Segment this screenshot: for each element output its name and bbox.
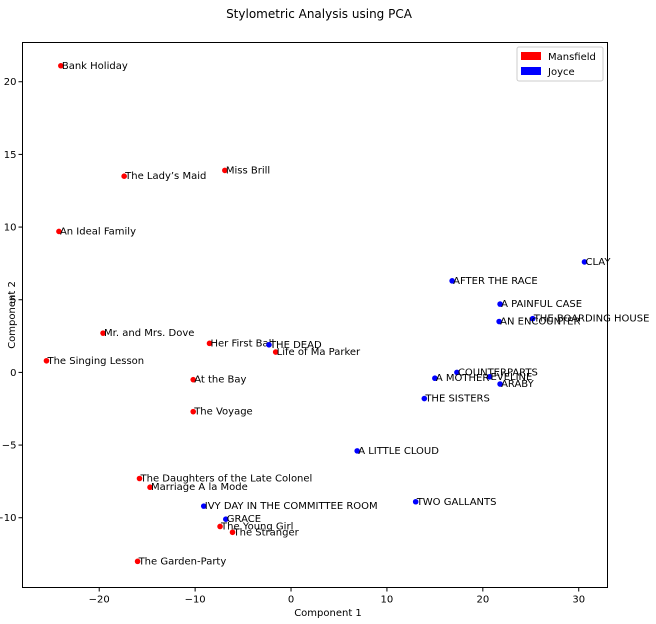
point-label: THE SISTERS bbox=[424, 394, 490, 405]
data-point-joyce bbox=[496, 318, 502, 325]
y-tick-label: 10 bbox=[4, 223, 17, 234]
x-tick-label: 10 bbox=[381, 595, 394, 606]
data-point-mansfield bbox=[206, 340, 213, 347]
y-axis-label: Component 2 bbox=[7, 281, 18, 349]
chart-title: Stylometric Analysis using PCA bbox=[226, 7, 413, 21]
point-label: An Ideal Family bbox=[60, 226, 136, 237]
data-point-mansfield bbox=[190, 376, 197, 383]
y-tick-label: 0 bbox=[10, 368, 16, 379]
plot-frame bbox=[22, 42, 608, 588]
y-tick-label: −5 bbox=[2, 441, 17, 452]
legend-swatch bbox=[521, 67, 541, 75]
point-label: TWO GALLANTS bbox=[416, 497, 497, 508]
y-tick-label: 5 bbox=[10, 295, 16, 306]
legend-swatch bbox=[521, 52, 541, 60]
data-point-mansfield bbox=[190, 408, 197, 415]
x-tick-label: −10 bbox=[185, 595, 206, 606]
point-label: The Lady’s Maid bbox=[124, 171, 206, 182]
point-label: COUNTERPARTS bbox=[458, 367, 538, 378]
point-label: The Voyage bbox=[193, 407, 253, 418]
point-label: THE BOARDING HOUSE bbox=[533, 314, 650, 325]
point-label: Life of Ma Parker bbox=[277, 347, 361, 358]
point-label: Marriage A la Mode bbox=[151, 482, 248, 493]
data-point-joyce bbox=[412, 498, 419, 505]
y-tick-label: 15 bbox=[4, 150, 17, 161]
legend-label: Joyce bbox=[547, 67, 575, 78]
point-label: EVELINE bbox=[491, 372, 533, 383]
data-point-joyce bbox=[454, 369, 460, 376]
data-point-mansfield bbox=[121, 173, 127, 180]
data-point-mansfield bbox=[100, 330, 106, 336]
y-tick-label: −10 bbox=[0, 513, 17, 524]
point-label: A PAINFUL CASE bbox=[501, 299, 582, 310]
point-label: Miss Brill bbox=[226, 165, 270, 176]
point-label: Her First Ball bbox=[211, 338, 275, 349]
point-label: THE DEAD bbox=[269, 340, 322, 351]
data-point-mansfield bbox=[136, 475, 143, 482]
data-point-joyce bbox=[200, 503, 207, 509]
point-label: A LITTLE CLOUD bbox=[358, 446, 439, 457]
x-tick-label: 0 bbox=[288, 595, 294, 606]
data-point-joyce bbox=[266, 341, 272, 348]
point-label: AN ENCOUNTER bbox=[500, 317, 580, 328]
legend: Mansfield Joyce bbox=[516, 46, 604, 82]
point-label: Mr. and Mrs. Dove bbox=[104, 328, 194, 339]
data-point-joyce bbox=[449, 278, 455, 284]
data-point-mansfield bbox=[43, 357, 50, 364]
data-point-mansfield bbox=[222, 167, 228, 174]
data-point-mansfield bbox=[56, 228, 62, 235]
data-point-joyce bbox=[497, 381, 503, 387]
data-point-mansfield bbox=[147, 484, 153, 491]
plot-area: Bank Holiday The Lady’s Maid Miss Brill An … bbox=[43, 61, 650, 567]
point-label: AFTER THE RACE bbox=[453, 276, 538, 287]
x-tick-label: −20 bbox=[89, 595, 110, 606]
point-label: CLAY bbox=[585, 257, 611, 268]
data-point-joyce bbox=[432, 375, 438, 382]
axes: −20 −10 0 10 20 30 −10 −5 0 5 10 15 20 bbox=[0, 77, 585, 605]
legend-label: Mansfield bbox=[548, 52, 596, 63]
point-label: The Daughters of the Late Colonel bbox=[140, 474, 313, 485]
x-axis-label: Component 1 bbox=[294, 608, 362, 619]
data-point-joyce bbox=[486, 373, 493, 380]
point-label: The Young Girl bbox=[220, 521, 293, 532]
data-point-mansfield bbox=[272, 349, 279, 355]
point-label: A MOTHER bbox=[436, 373, 489, 384]
data-point-joyce bbox=[354, 448, 360, 454]
point-label: IVY DAY IN THE COMMITTEE ROOM bbox=[205, 501, 378, 512]
point-label: At the Bay bbox=[194, 375, 246, 386]
data-point-joyce bbox=[421, 395, 428, 402]
point-label: ARABY bbox=[501, 379, 535, 390]
y-tick-label: 20 bbox=[4, 77, 17, 88]
point-label: The Stranger bbox=[233, 527, 300, 538]
data-point-joyce bbox=[223, 516, 229, 522]
x-tick-label: 20 bbox=[476, 595, 489, 606]
data-point-joyce bbox=[497, 301, 503, 307]
point-label: The Garden-Party bbox=[138, 556, 227, 567]
data-point-joyce bbox=[581, 259, 588, 265]
data-point-joyce bbox=[529, 315, 536, 322]
point-label: The Singing Lesson bbox=[46, 356, 144, 367]
data-point-mansfield bbox=[58, 62, 64, 69]
data-point-mansfield bbox=[229, 529, 236, 536]
data-point-mansfield bbox=[134, 558, 141, 565]
point-label: Bank Holiday bbox=[62, 61, 128, 72]
point-label: GRACE bbox=[227, 514, 261, 525]
data-point-mansfield bbox=[217, 523, 223, 530]
x-tick-label: 30 bbox=[572, 595, 585, 606]
